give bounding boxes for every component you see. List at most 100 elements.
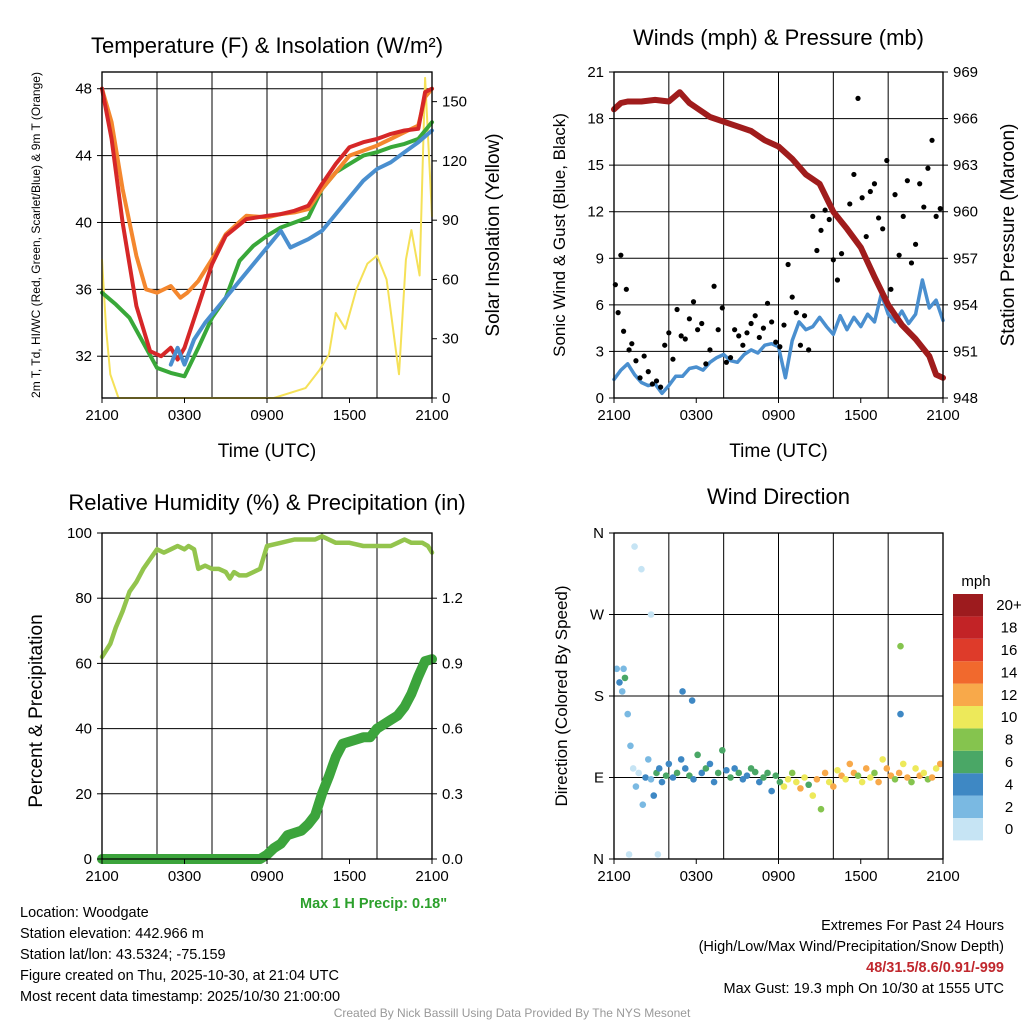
- gust-point: [822, 207, 828, 213]
- gust-point: [900, 213, 906, 219]
- direction-point: [842, 776, 849, 783]
- gust-point: [699, 320, 705, 327]
- x-tick-label-3-1: 0300: [168, 868, 201, 885]
- gust-point: [892, 192, 898, 198]
- gust-point: [777, 344, 783, 350]
- gust-point: [814, 247, 820, 254]
- x-tick-label-1-1: 0300: [168, 407, 201, 424]
- direction-point: [928, 774, 936, 781]
- direction-point: [731, 765, 738, 772]
- direction-point: [655, 765, 663, 772]
- extremes-legend: (High/Low/Max Wind/Precipitation/Snow De…: [698, 939, 1004, 955]
- series-dewpoint: [100, 120, 434, 379]
- direction-point: [760, 774, 767, 781]
- colorbar-label-2: 4: [1005, 776, 1013, 793]
- y-tick-label-4-3: W: [590, 607, 605, 624]
- y2-tick-label-2-5: 963: [953, 157, 978, 174]
- gust-point: [884, 157, 890, 164]
- direction-point: [702, 765, 710, 772]
- colorbar-swatch-2: [953, 773, 983, 796]
- direction-point: [793, 778, 800, 786]
- gust-point: [670, 356, 676, 362]
- colorbar-swatch-4: [953, 728, 983, 751]
- y-tick-label-3-3: 60: [75, 655, 92, 672]
- y-tick-label-2-3: 9: [596, 250, 604, 267]
- direction-point: [743, 772, 751, 779]
- gust-point: [855, 95, 861, 101]
- direction-point: [862, 765, 870, 772]
- gust-point: [838, 251, 845, 257]
- direction-point: [764, 769, 771, 777]
- direction-point: [821, 769, 829, 777]
- direction-point: [899, 760, 907, 768]
- x-tick-label-3-2: 0900: [250, 868, 283, 885]
- direction-point: [629, 765, 637, 772]
- direction-point: [817, 805, 825, 813]
- gust-point: [662, 342, 668, 348]
- gust-point: [793, 310, 799, 316]
- gust-point: [917, 181, 923, 187]
- y-tick-label-4-2: S: [594, 688, 604, 705]
- direction-point: [673, 769, 681, 777]
- gust-point: [867, 188, 873, 195]
- y2-tick-label-1-0: 0: [442, 390, 450, 407]
- direction-point: [690, 776, 697, 783]
- station-elevation: Station elevation: 442.966 m: [20, 926, 204, 942]
- direction-point: [768, 787, 775, 795]
- y2-tick-label-1-2: 60: [442, 271, 459, 288]
- gust-point: [826, 216, 832, 223]
- gust-point: [859, 195, 865, 201]
- direction-point: [618, 688, 626, 695]
- direction-point: [883, 765, 891, 772]
- y-tick-label-3-2: 40: [75, 721, 92, 738]
- y2-axis-label-text: Solar Insolation (Yellow): [483, 133, 504, 336]
- y-axis-label-direction: Direction (Colored By Speed): [552, 585, 571, 806]
- y-axis-label-text: Sonic Wind & Gust (Blue, Black): [550, 113, 569, 357]
- direction-point: [904, 774, 911, 781]
- colorbar-swatch-6: [953, 683, 983, 706]
- station-latlon: Station lat/lon: 43.5324; -75.159: [20, 947, 226, 963]
- x-tick-label-2-1: 0300: [680, 407, 713, 424]
- direction-point: [627, 742, 634, 750]
- direction-point: [735, 769, 743, 777]
- y-tick-label-3-5: 100: [67, 525, 92, 542]
- direction-point: [825, 778, 833, 786]
- direction-point: [647, 776, 655, 783]
- y-tick-label-2-4: 12: [587, 204, 604, 221]
- gust-point: [769, 319, 775, 325]
- direction-point: [625, 851, 633, 858]
- colorbar-swatch-7: [953, 661, 983, 684]
- y-axis-label-winds: Sonic Wind & Gust (Blue, Black): [550, 113, 569, 357]
- max-precip-annotation: Max 1 H Precip: 0.18": [300, 896, 448, 912]
- direction-point: [698, 769, 706, 777]
- direction-point: [620, 665, 627, 673]
- gust-point: [615, 310, 621, 316]
- colorbar-label-8: 16: [1001, 642, 1018, 659]
- y-axis-label-text: Percent & Precipitation: [26, 614, 47, 807]
- gust-point: [623, 286, 629, 292]
- direction-point: [650, 792, 658, 799]
- gust-point: [719, 305, 725, 311]
- gust-point: [929, 137, 935, 143]
- x-tick-label-4-0: 2100: [597, 868, 630, 885]
- direction-point: [616, 679, 623, 686]
- colorbar-swatch-3: [953, 750, 983, 774]
- x-tick-label-4-1: 0300: [680, 868, 713, 885]
- direction-point: [846, 760, 854, 768]
- extremes-title: Extremes For Past 24 Hours: [821, 918, 1004, 934]
- gust-point: [937, 206, 943, 212]
- gust-point: [618, 252, 624, 258]
- gust-point: [723, 359, 730, 365]
- x-tick-label-2-0: 2100: [597, 407, 630, 424]
- gust-point: [711, 283, 717, 289]
- gust-point: [633, 358, 639, 364]
- gust-point: [933, 213, 939, 219]
- direction-point: [624, 710, 632, 718]
- y2-tick-label-2-2: 954: [953, 297, 978, 314]
- direction-point: [879, 756, 886, 763]
- y-tick-label-2-0: 0: [596, 390, 604, 407]
- y-tick-label-3-4: 80: [75, 590, 92, 607]
- x-tick-label-3-4: 2100: [415, 868, 448, 885]
- gust-point: [851, 171, 857, 178]
- direction-point: [897, 710, 904, 718]
